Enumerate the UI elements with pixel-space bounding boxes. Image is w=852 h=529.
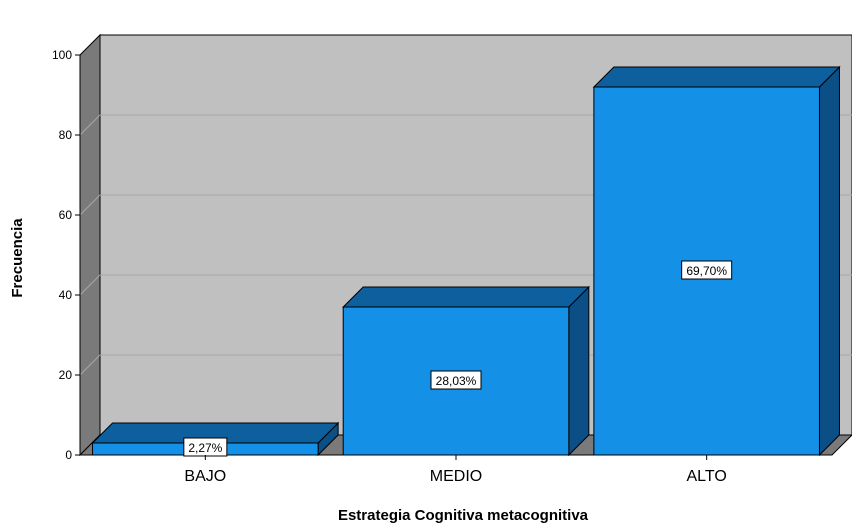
y-tick-label: 60: [59, 208, 73, 222]
data-label: 2,27%: [188, 441, 222, 455]
bar-medio: 28,03%: [341, 285, 591, 457]
bar-bajo: 2,27%: [91, 421, 340, 457]
bar-top: [592, 66, 841, 88]
gridline-side: [79, 354, 101, 376]
x-axis-title: Estrategia Cognitiva metacognitiva: [338, 507, 589, 524]
gridline-side: [79, 194, 101, 216]
bar-alto: 69,70%: [592, 65, 841, 457]
bar-side: [568, 285, 590, 457]
x-tick-label: ALTO: [687, 468, 727, 485]
y-tick-label: 100: [52, 48, 72, 62]
bar-side: [818, 65, 840, 457]
y-axis-title: Frecuencia: [9, 218, 26, 298]
gridline-side: [79, 114, 101, 136]
data-label-box: [430, 370, 482, 390]
bar-top: [341, 286, 591, 308]
x-axis: BAJO MEDIO ALTO: [184, 455, 727, 485]
y-tick-label: 80: [59, 128, 73, 142]
gridline-side: [79, 274, 101, 296]
chart-side-wall: [79, 33, 101, 457]
y-tick-label: 0: [65, 448, 72, 462]
data-label: 28,03%: [436, 374, 477, 388]
data-label-box: [681, 260, 733, 280]
y-axis: 0 20 40 60 80 100: [52, 48, 81, 462]
x-tick-label: MEDIO: [430, 468, 482, 485]
x-tick-label: BAJO: [184, 468, 226, 485]
y-tick-label: 40: [59, 288, 73, 302]
y-tick-label: 20: [59, 368, 73, 382]
data-label: 69,70%: [686, 264, 727, 278]
bars: 2,27% 28,03% 69,70%: [91, 65, 841, 457]
